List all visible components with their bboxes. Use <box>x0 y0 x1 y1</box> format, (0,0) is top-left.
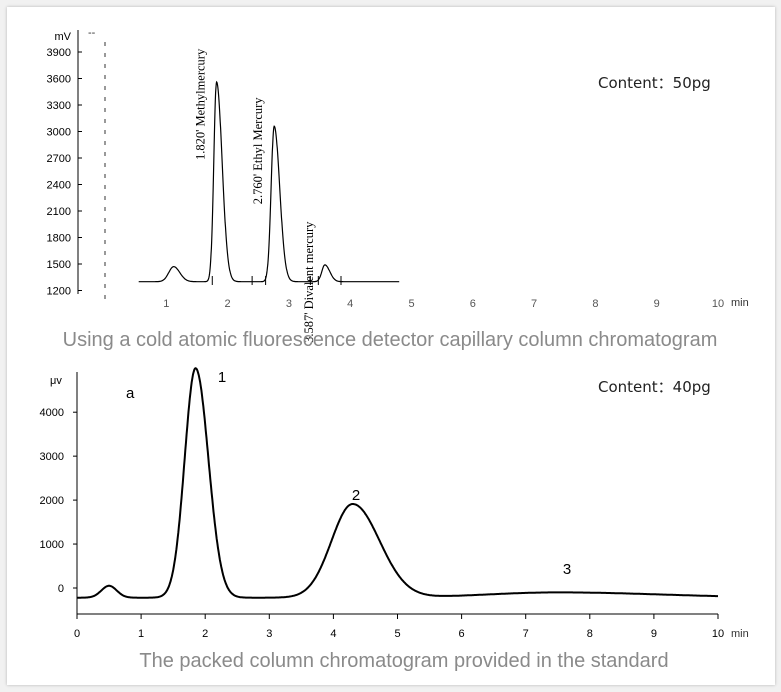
caption-1: Using a cold atomic fluorescence detecto… <box>63 329 718 351</box>
x-unit-label-2: min <box>731 628 749 640</box>
peak-label-1: 3.587' Divalent mercury <box>302 221 316 343</box>
y-tick-label-1: 3300 <box>47 100 71 112</box>
y-tick-label-1: 1800 <box>47 233 71 245</box>
panel-label-a: a <box>126 385 135 402</box>
peak-label-1: 1.820' Methylmercury <box>194 48 208 160</box>
x-tick-label-1: 8 <box>592 298 598 310</box>
x-tick-label-1: 7 <box>531 298 537 310</box>
y-unit-label-2: μv <box>50 375 62 387</box>
peak-label-1: 2.760' Ethyl Mercury <box>251 97 265 204</box>
x-tick-label-2: 6 <box>459 628 465 640</box>
x-tick-label-2: 5 <box>394 628 400 640</box>
y-tick-label-1: 1200 <box>47 286 71 298</box>
caption-2: The packed column chromatogram provided … <box>139 650 668 672</box>
x-tick-label-2: 7 <box>523 628 529 640</box>
figure-panel <box>7 7 775 685</box>
x-tick-label-1: 9 <box>654 298 660 310</box>
x-tick-label-2: 10 <box>712 628 724 640</box>
y-tick-label-2: 3000 <box>40 451 64 463</box>
legend-dash-1: -- <box>88 27 96 39</box>
x-unit-label-1: min <box>731 297 749 309</box>
chromatogram-trace-1 <box>138 80 400 283</box>
y-tick-label-2: 0 <box>58 583 64 595</box>
x-tick-label-1: 6 <box>470 298 476 310</box>
y-tick-label-2: 2000 <box>40 495 64 507</box>
y-tick-label-2: 4000 <box>40 407 64 419</box>
y-tick-label-1: 2700 <box>47 153 71 165</box>
content-label-2: Content：40pg <box>598 378 711 396</box>
x-tick-label-1: 10 <box>712 298 724 310</box>
y-tick-label-1: 3900 <box>47 47 71 59</box>
x-tick-label-1: 5 <box>408 298 414 310</box>
y-unit-label-1: mV <box>55 31 72 43</box>
y-tick-label-1: 2100 <box>47 206 71 218</box>
x-tick-label-1: 2 <box>225 298 231 310</box>
x-tick-label-2: 1 <box>138 628 144 640</box>
content-label-1: Content：50pg <box>598 74 711 92</box>
y-tick-label-2: 1000 <box>40 539 64 551</box>
x-tick-label-1: 4 <box>347 298 353 310</box>
y-tick-label-1: 3600 <box>47 74 71 86</box>
y-tick-label-1: 3000 <box>47 127 71 139</box>
x-tick-label-2: 8 <box>587 628 593 640</box>
x-tick-label-2: 9 <box>651 628 657 640</box>
x-tick-label-1: 3 <box>286 298 292 310</box>
peak-label-2: 2 <box>352 487 360 504</box>
x-tick-label-2: 3 <box>266 628 272 640</box>
x-tick-label-2: 2 <box>202 628 208 640</box>
y-tick-label-1: 1500 <box>47 259 71 271</box>
y-tick-label-1: 2400 <box>47 180 71 192</box>
chromatogram-trace-2 <box>77 367 718 599</box>
x-tick-label-2: 0 <box>74 628 80 640</box>
x-tick-label-1: 1 <box>163 298 169 310</box>
peak-label-2: 3 <box>563 561 571 578</box>
x-tick-label-2: 4 <box>330 628 336 640</box>
peak-label-2: 1 <box>218 369 226 386</box>
